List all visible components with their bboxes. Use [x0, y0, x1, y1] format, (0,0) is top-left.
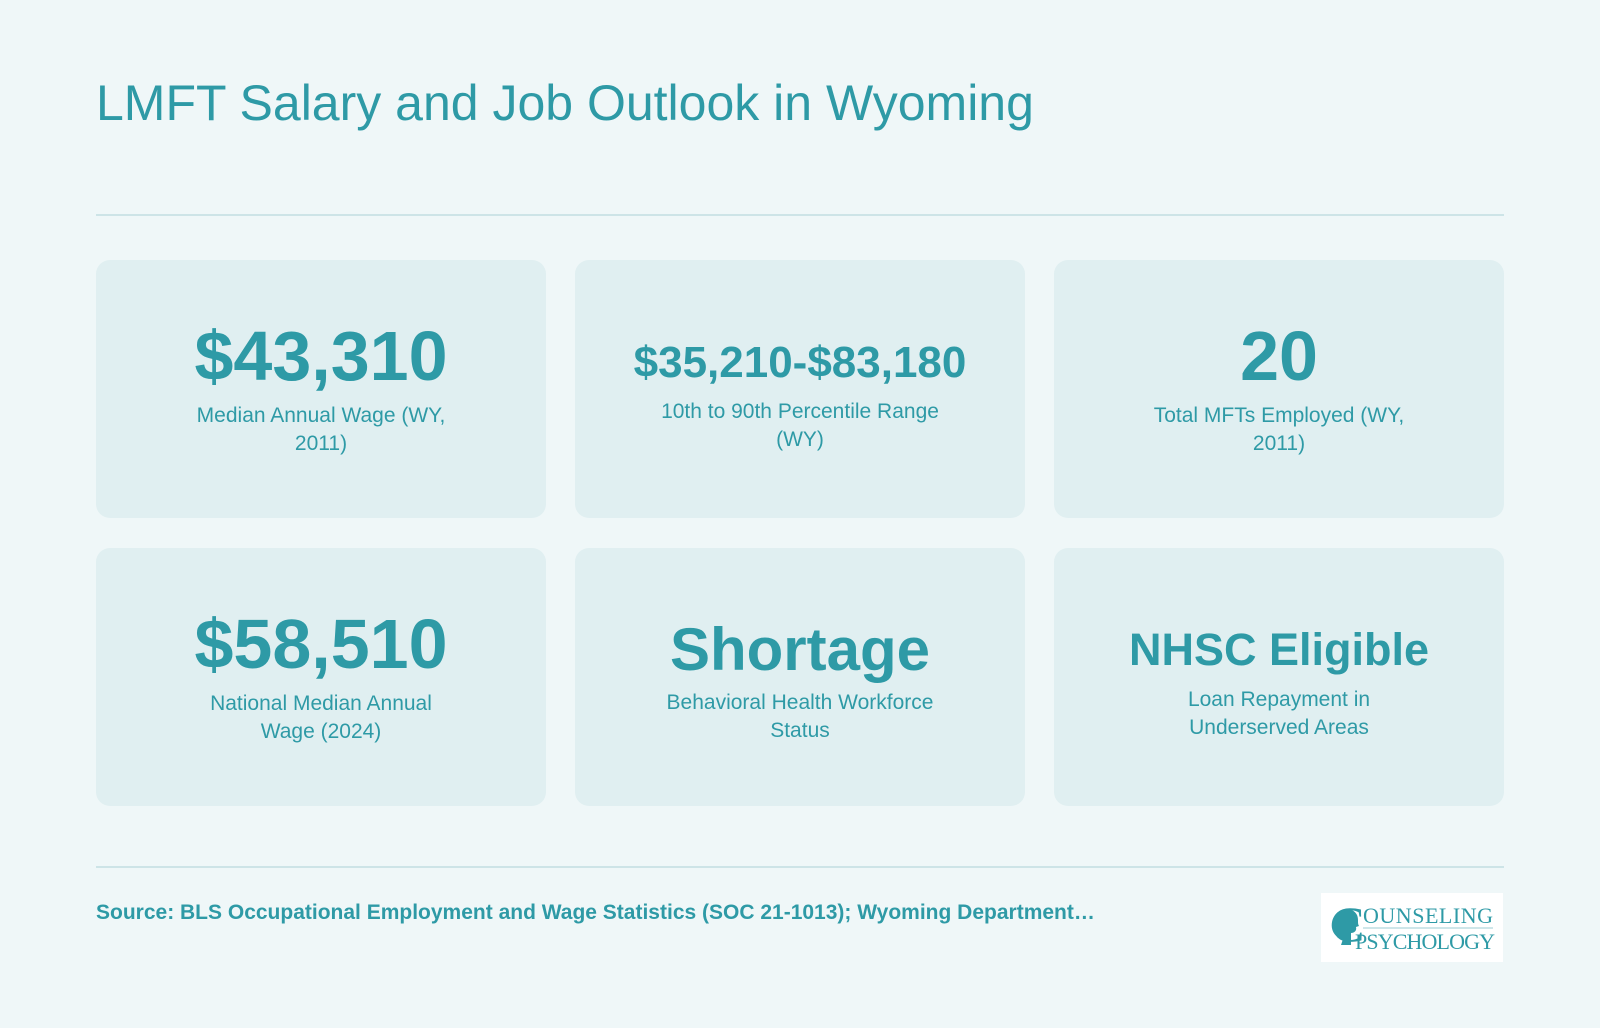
stat-card: $58,510 National Median Annual Wage (2024… — [96, 548, 546, 806]
stat-label: Median Annual Wage (WY, 2011) — [196, 403, 446, 455]
logo-initial: C — [1331, 896, 1364, 952]
stat-card: 20 Total MFTs Employed (WY, 2011) — [1054, 260, 1504, 518]
logo-graphic: C OUNSELING PSYCHOLOGY — [1331, 896, 1495, 954]
stat-value: $43,310 — [194, 317, 448, 396]
stat-value: Shortage — [669, 615, 931, 683]
logo: C OUNSELING PSYCHOLOGY — [1321, 893, 1503, 962]
stat-label: National Median Annual Wage (2024) — [210, 691, 432, 743]
stat-label: Total MFTs Employed (WY, 2011) — [1153, 403, 1405, 455]
source-note: Source: BLS Occupational Employment and … — [96, 901, 1095, 924]
logo-top: OUNSELING — [1363, 903, 1493, 928]
logo-bottom: PSYCHOLOGY — [1355, 929, 1495, 954]
stat-value: NHSC Eligible — [1128, 624, 1430, 676]
divider — [96, 214, 1504, 216]
stat-card: $35,210-$83,180 10th to 90th Percentile R… — [575, 260, 1025, 518]
title: LMFT Salary and Job Outlook in Wyoming — [96, 75, 1034, 131]
stat-card: Shortage Behavioral Health Workforce Stat… — [575, 548, 1025, 806]
card-grid: $43,310 Median Annual Wage (WY, 2011) $35,… — [96, 260, 1504, 806]
stat-label: 10th to 90th Percentile Range (WY) — [661, 400, 939, 452]
stat-value: 20 — [1240, 317, 1318, 396]
stat-value: $35,210-$83,180 — [633, 337, 967, 387]
stat-card: NHSC Eligible Loan Repayment in Underserv… — [1054, 548, 1504, 806]
stat-label: Loan Repayment in Underserved Areas — [1187, 687, 1371, 739]
head-icon — [1331, 909, 1359, 945]
divider — [96, 866, 1504, 868]
stat-label: Behavioral Health Workforce Status — [666, 690, 934, 742]
stat-card: $43,310 Median Annual Wage (WY, 2011) — [96, 260, 546, 518]
stat-value: $58,510 — [194, 605, 448, 684]
